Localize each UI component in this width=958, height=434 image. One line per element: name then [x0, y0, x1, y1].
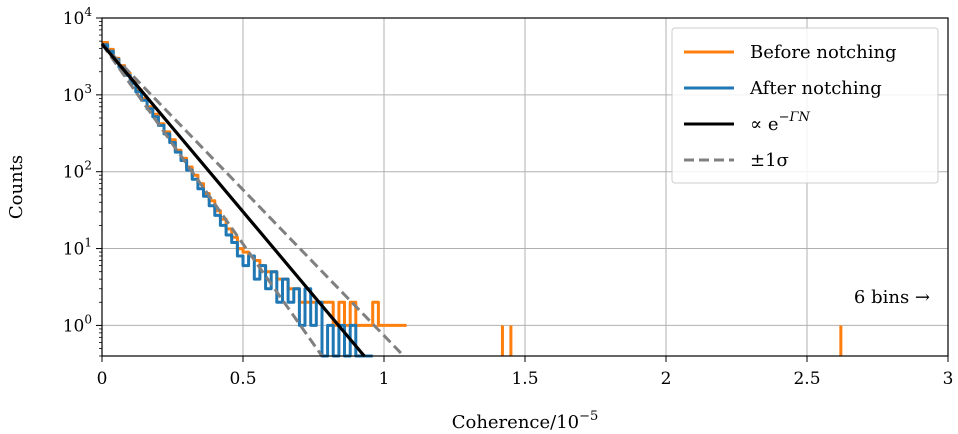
x-tick-label-2: 1 — [379, 369, 390, 389]
x-axis-label-exponent: −5 — [579, 409, 598, 424]
legend-label-fit-text: ∝ e — [750, 114, 779, 135]
y-tick-label-exp-2: 2 — [84, 159, 92, 173]
y-tick-label-4: 104 — [63, 5, 93, 29]
legend-label-before-notching: Before notching — [750, 42, 897, 63]
y-tick-label-exp-3: 3 — [84, 82, 92, 96]
y-tick-label-0: 100 — [63, 312, 92, 336]
x-tick-label-5: 2.5 — [793, 369, 820, 389]
y-tick-label-3: 103 — [63, 82, 92, 106]
y-tick-label-2: 102 — [63, 159, 92, 183]
y-tick-label-base-1: 10 — [63, 240, 85, 260]
series-fit — [100, 42, 366, 358]
x-tick-label-1: 0.5 — [229, 369, 256, 389]
series-minus-sigma — [100, 43, 324, 357]
x-axis-label-text: Coherence/10 — [452, 412, 579, 433]
y-tick-label-1: 101 — [63, 236, 92, 260]
y-tick-label-exp-0: 0 — [84, 312, 92, 326]
series-fit-line — [100, 42, 366, 358]
legend-box — [671, 27, 939, 184]
x-tick-label-0: 0 — [97, 369, 108, 389]
y-axis-label: Counts — [6, 155, 27, 219]
legend-label-fit-exponent: −ΓN — [779, 110, 811, 125]
y-tick-label-base-0: 10 — [63, 316, 85, 336]
y-tick-label-base-4: 10 — [63, 9, 85, 29]
series-plus-sigma — [100, 42, 405, 358]
series-plus-sigma-line — [100, 42, 405, 358]
series-after-notching — [102, 43, 373, 358]
y-tick-label-base-2: 10 — [63, 163, 85, 183]
legend-label-after-notching: After notching — [749, 78, 882, 99]
y-tick-label-exp-1: 1 — [84, 236, 92, 250]
annotation-6-bins: 6 bins → — [854, 287, 930, 308]
x-axis-label: Coherence/10−5 — [452, 409, 599, 433]
legend: Before notching After notching ∝ e−ΓN ±1… — [671, 27, 939, 184]
x-axis-ticks: 0 0.5 1 1.5 2 2.5 3 — [97, 356, 954, 389]
y-tick-label-base-3: 10 — [63, 86, 85, 106]
x-tick-label-3: 1.5 — [511, 369, 538, 389]
series-layer — [100, 41, 843, 358]
legend-label-sigma: ±1σ — [750, 150, 789, 171]
x-tick-label-6: 3 — [943, 369, 954, 389]
y-tick-label-exp-4: 4 — [84, 5, 92, 19]
legend-label-fit: ∝ e−ΓN — [750, 110, 810, 135]
series-before-notching-line — [102, 41, 407, 327]
series-after-notching-line — [102, 43, 373, 358]
x-tick-label-4: 2 — [661, 369, 672, 389]
series-minus-sigma-line — [100, 43, 324, 357]
